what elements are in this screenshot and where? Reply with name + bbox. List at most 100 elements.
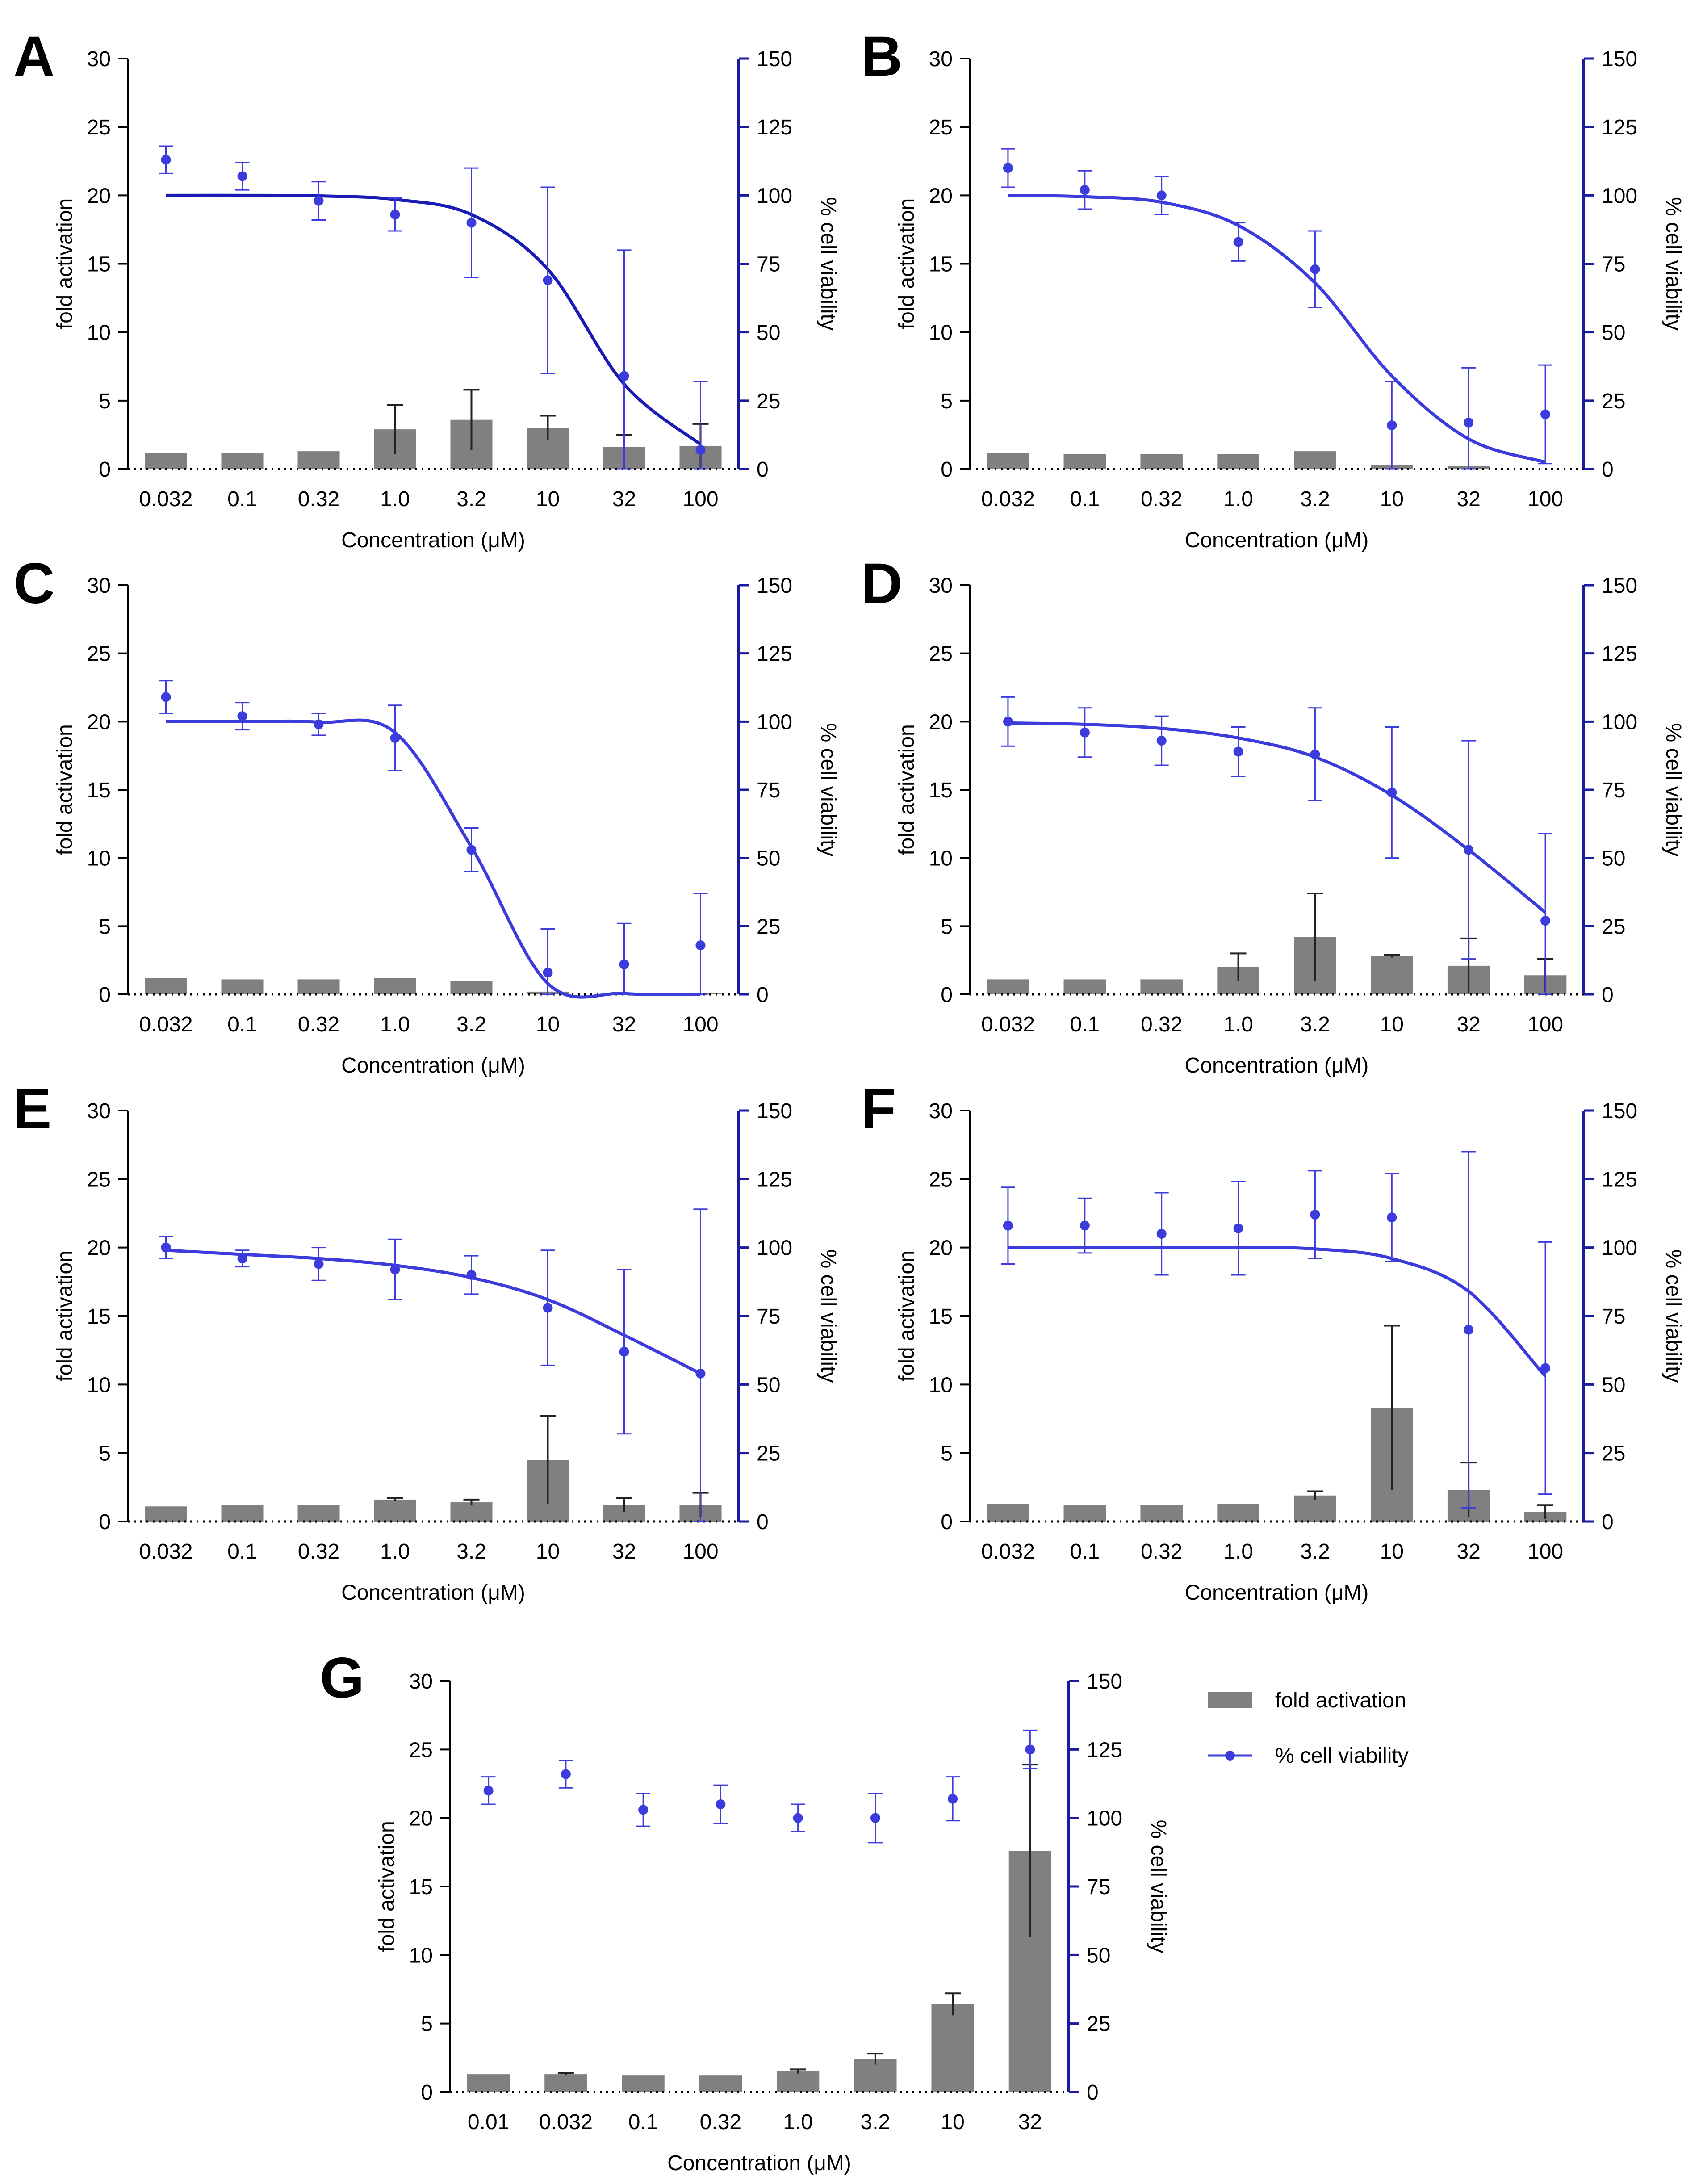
right-axis-title: % cell viability [1661, 1249, 1685, 1383]
bar [1140, 454, 1183, 469]
left-tick-label: 20 [929, 710, 953, 734]
viability-point [237, 711, 247, 721]
x-tick-label: 1.0 [783, 2110, 813, 2134]
viability-point [161, 1242, 171, 1253]
viability-point [314, 1259, 324, 1269]
bar [1140, 1505, 1183, 1522]
right-tick-label: 125 [1602, 1168, 1637, 1191]
panel-letter: E [13, 1077, 51, 1141]
x-tick-label: 100 [1527, 487, 1563, 511]
right-tick-label: 25 [1602, 390, 1625, 413]
bar [1140, 979, 1183, 994]
bar [622, 2075, 665, 2092]
legend-label-line: % cell viability [1275, 1744, 1409, 1768]
viability-point [1387, 788, 1397, 798]
x-tick-label: 100 [1527, 1013, 1563, 1036]
x-tick-label: 3.2 [1300, 1540, 1330, 1564]
x-tick-label: 0.032 [981, 487, 1035, 511]
x-tick-label: 0.32 [298, 1540, 339, 1564]
right-tick-label: 25 [757, 1442, 780, 1466]
left-tick-label: 0 [941, 458, 953, 482]
viability-point [1310, 264, 1320, 274]
x-axis-title: Concentration (μM) [1185, 1054, 1369, 1077]
viability-point [1156, 190, 1167, 201]
right-axis-title: % cell viability [1146, 1820, 1170, 1953]
viability-point [695, 445, 706, 455]
bar [1063, 454, 1106, 469]
x-tick-label: 0.32 [298, 1013, 339, 1036]
left-tick-label: 25 [929, 116, 953, 139]
bar [450, 981, 493, 994]
left-tick-label: 0 [99, 1510, 111, 1534]
right-tick-label: 75 [757, 253, 780, 277]
x-axis-title: Concentration (μM) [1185, 528, 1369, 552]
left-tick-label: 10 [929, 321, 953, 345]
right-tick-label: 75 [757, 779, 780, 802]
x-axis-title: Concentration (μM) [341, 1054, 525, 1077]
left-tick-label: 20 [87, 1237, 111, 1260]
x-tick-label: 3.2 [1300, 487, 1330, 511]
viability-point [1310, 749, 1320, 759]
viability-point [390, 733, 400, 743]
x-tick-label: 3.2 [456, 1013, 486, 1036]
left-tick-label: 5 [941, 915, 953, 939]
viability-point [1540, 916, 1551, 926]
bar [1294, 1495, 1336, 1522]
bar [145, 453, 187, 469]
legend-swatch-bar [1208, 1692, 1252, 1708]
viability-point [1464, 1325, 1474, 1335]
viability-point [1003, 1220, 1013, 1231]
viability-point [314, 719, 324, 729]
viability-point [466, 1270, 477, 1280]
left-tick-label: 10 [87, 847, 111, 871]
panel-letter: C [13, 552, 54, 616]
left-tick-label: 20 [929, 1237, 953, 1260]
left-axis-title: fold activation [375, 1821, 399, 1952]
x-tick-label: 0.1 [227, 487, 257, 511]
left-tick-label: 25 [87, 642, 111, 666]
fit-curve [166, 718, 701, 999]
left-tick-label: 15 [87, 253, 111, 277]
right-tick-label: 50 [1087, 1944, 1110, 1967]
x-axis-title: Concentration (μM) [1185, 1581, 1369, 1605]
panel-e: E 0 5 10 15 20 25 30 0 25 50 75 100 125 150 0.032 0.1 0.3… [13, 1077, 840, 1605]
right-tick-label: 125 [757, 1168, 792, 1191]
x-tick-label: 0.32 [1141, 1013, 1182, 1036]
left-tick-label: 30 [929, 1099, 953, 1123]
right-tick-label: 75 [1602, 1305, 1625, 1329]
right-tick-label: 25 [757, 915, 780, 939]
bar [699, 2075, 742, 2092]
x-tick-label: 32 [612, 487, 636, 511]
right-tick-label: 150 [757, 1099, 792, 1123]
bar [931, 2004, 974, 2092]
x-tick-label: 0.032 [539, 2110, 593, 2134]
x-tick-label: 10 [941, 2110, 964, 2134]
viability-point [466, 845, 477, 855]
right-tick-label: 25 [1602, 915, 1625, 939]
left-tick-label: 10 [87, 1373, 111, 1397]
viability-point [161, 692, 171, 702]
viability-point [619, 371, 629, 381]
left-tick-label: 5 [99, 1442, 111, 1466]
viability-point [1387, 420, 1397, 430]
left-tick-label: 20 [87, 710, 111, 734]
left-tick-label: 0 [99, 983, 111, 1007]
left-tick-label: 30 [409, 1670, 433, 1694]
viability-point [161, 155, 171, 165]
x-tick-label: 1.0 [1223, 1540, 1253, 1564]
right-tick-label: 0 [757, 458, 769, 482]
left-tick-label: 15 [409, 1875, 433, 1899]
left-tick-label: 5 [99, 390, 111, 413]
right-tick-label: 150 [1602, 574, 1637, 598]
bar [450, 1502, 493, 1522]
x-tick-label: 0.1 [1070, 487, 1100, 511]
left-tick-label: 25 [87, 1168, 111, 1191]
viability-point [314, 196, 324, 206]
right-tick-label: 25 [757, 390, 780, 413]
x-tick-label: 10 [1380, 1013, 1404, 1036]
bar [544, 2074, 587, 2092]
right-tick-label: 50 [757, 1373, 780, 1397]
right-tick-label: 0 [757, 983, 769, 1007]
viability-point [1156, 1229, 1167, 1239]
